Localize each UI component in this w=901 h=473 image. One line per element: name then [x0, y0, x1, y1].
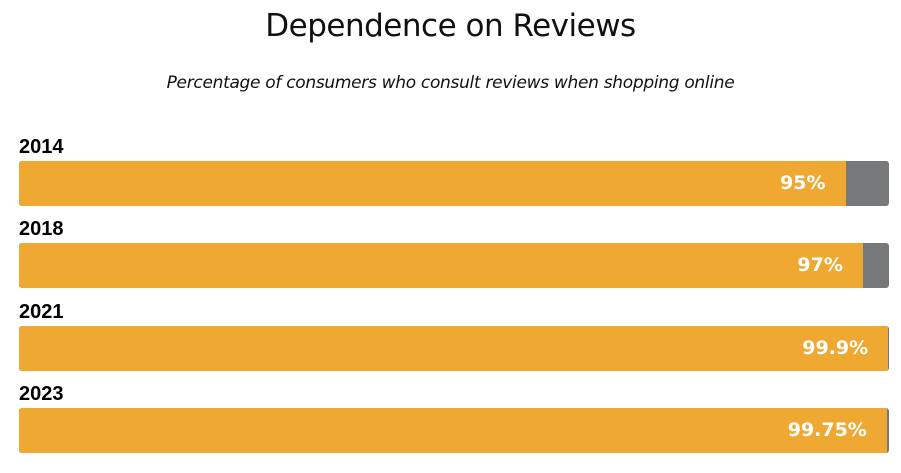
bar-value-label: 99.75%: [787, 419, 867, 441]
bar-fill: [19, 161, 846, 206]
bar-fill: [19, 408, 887, 453]
year-label: 2021: [19, 301, 64, 323]
bar-track: 97%: [19, 243, 889, 288]
year-label: 2023: [19, 383, 64, 405]
bar-value-label: 99.9%: [802, 337, 869, 359]
chart-title: Dependence on Reviews: [265, 8, 636, 44]
year-label: 2018: [19, 218, 64, 240]
bar-track: 95%: [19, 161, 889, 206]
bar-track: 99.75%: [19, 408, 889, 453]
year-label: 2014: [19, 136, 64, 158]
bar-track: 99.9%: [19, 326, 889, 371]
bar-fill: [19, 243, 863, 288]
chart-subtitle: Percentage of consumers who consult revi…: [166, 73, 735, 93]
bar-value-label: 97%: [797, 254, 843, 276]
bar-value-label: 95%: [780, 172, 826, 194]
bar-fill: [19, 326, 889, 371]
